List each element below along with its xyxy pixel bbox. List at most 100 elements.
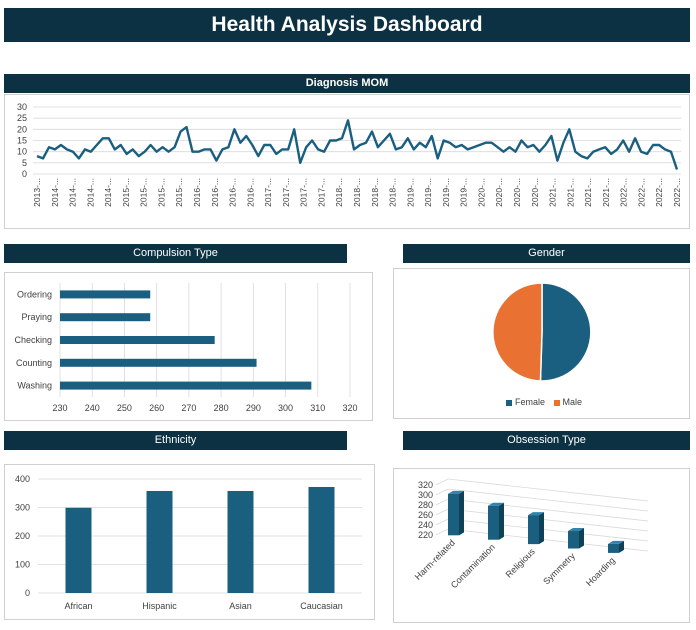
x-tick-label: 2017-... [263,178,273,207]
x-tick-label: 2022-... [636,178,646,207]
compulsion-bar-praying [60,313,151,322]
x-tick-label: 2022-... [619,178,629,207]
pie-slice-female [539,282,592,382]
category-label: Hoarding [584,555,617,588]
obsession-bar-side [619,540,624,553]
y-tick-label: 25 [17,113,27,123]
compulsion-bar-ordering [60,290,151,299]
x-tick-label: 2021-... [548,178,558,207]
y-gridline [435,478,649,502]
x-tick-label: 290 [246,403,261,413]
category-label: Contamination [449,542,497,590]
x-tick-label: 2022-... [672,178,682,207]
x-tick-label: 2021-... [565,178,575,207]
x-tick-label: 2020-... [494,178,504,207]
legend-label-female: Female [515,397,546,407]
ethnicity-chart: 0 100 200 300 400 African Hispanic Asian Caucasi… [15,474,362,611]
ethnicity-bar-hispanic [146,490,173,593]
ethnicity-bar-african [65,507,92,593]
x-tick-label: 2016-... [210,178,220,207]
obsession-bar-side [499,502,504,540]
obsession-bar-side [579,528,584,549]
obsession-bar-top [488,502,504,506]
compulsion-bar-washing [60,381,312,390]
obsession-bar-symmetry [568,531,579,549]
y-tick-label: 0 [25,588,30,598]
y-tick-label: 5 [22,158,27,168]
x-tick-label: 2017-... [281,178,291,207]
x-tick-label: 2018-... [388,178,398,207]
x-tick-label: 2015-... [139,178,149,207]
ethnicity-panel: 0 100 200 300 400 African Hispanic Asian Caucasi… [4,464,375,620]
category-label: Asian [229,601,252,611]
y-tick-label: 300 [418,490,433,500]
x-tick-label: 2021-... [601,178,611,207]
gender-panel: Female Male [393,268,690,419]
x-tick-label: 2018-... [352,178,362,207]
category-label: Religious [504,546,538,580]
x-tick-label: 2014-... [68,178,78,207]
x-tick-label: 2020-... [476,178,486,207]
compulsion-type-header: Compulsion Type [4,244,347,263]
compulsion-type-chart: 230 240 250 260 270 280 290 300 310 320 Washing Cou… [14,283,358,413]
x-tick-label: 2017-... [299,178,309,207]
x-tick-label: 2016-... [228,178,238,207]
y-tick-label: 200 [15,531,30,541]
category-label: Hispanic [142,601,177,611]
gender-legend: Female Male [500,397,582,407]
x-tick-label: 310 [310,403,325,413]
x-tick-label: 2014-... [85,178,95,207]
x-tick-label: 2015-... [121,178,131,207]
x-tick-label: 280 [214,403,229,413]
x-tick-label: 2016-... [192,178,202,207]
x-tick-label: 2014-... [50,178,60,207]
compulsion-bar-counting [60,358,257,367]
x-tick-label: 2019-... [441,178,451,207]
obsession-bar-side [539,512,544,545]
x-tick-label: 2020-... [530,178,540,207]
x-tick-label: 2014-... [103,178,113,207]
x-tick-label: 300 [278,403,293,413]
obsession-bar-top [568,528,584,532]
x-tick-label: 2015-... [174,178,184,207]
compulsion-bar-checking [60,336,215,344]
x-tick-label: 240 [85,403,100,413]
x-tick-label: 2017-... [316,178,326,207]
x-tick-label: 250 [117,403,132,413]
obsession-bar-harm-related [448,493,459,536]
obsession-bar-top [608,540,624,544]
category-label: Praying [21,312,52,322]
category-label: Checking [14,335,52,345]
x-tick-label: 260 [149,403,164,413]
diagnosis-mom-header: Diagnosis MOM [4,74,690,93]
category-label: Ordering [17,289,52,299]
x-tick-label: 2019-... [459,178,469,207]
obsession-bar-religious [528,515,539,545]
obsession-bar-top [448,490,464,494]
x-tick-label: 320 [342,403,357,413]
y-tick-label: 300 [15,503,30,513]
legend-swatch-female [506,399,512,406]
gender-header: Gender [403,244,690,263]
diagnosis-mom-panel: 0 5 10 15 20 25 30 2013-... 2014-... 2014-... 2014… [4,94,690,229]
y-tick-label: 320 [418,480,433,490]
diagnosis-series-line [36,119,679,170]
obsession-bar-contamination [488,505,499,540]
y-tick-label: 220 [418,530,433,540]
compulsion-type-panel: 230 240 250 260 270 280 290 300 310 320 Washing Cou… [4,272,373,421]
y-tick-label: 100 [15,560,30,570]
y-tick-label: 280 [418,500,433,510]
category-label: African [64,601,92,611]
y-tick-label: 15 [17,136,27,146]
category-label: Washing [17,381,52,391]
category-label: Counting [16,358,52,368]
obsession-bar-top [528,512,544,516]
x-tick-label: 2018-... [370,178,380,207]
ethnicity-bar-caucasian [308,486,335,593]
x-tick-label: 2019-... [423,178,433,207]
obsession-bar-side [459,490,464,536]
ethnicity-header: Ethnicity [4,431,347,450]
x-tick-label: 2020-... [512,178,522,207]
